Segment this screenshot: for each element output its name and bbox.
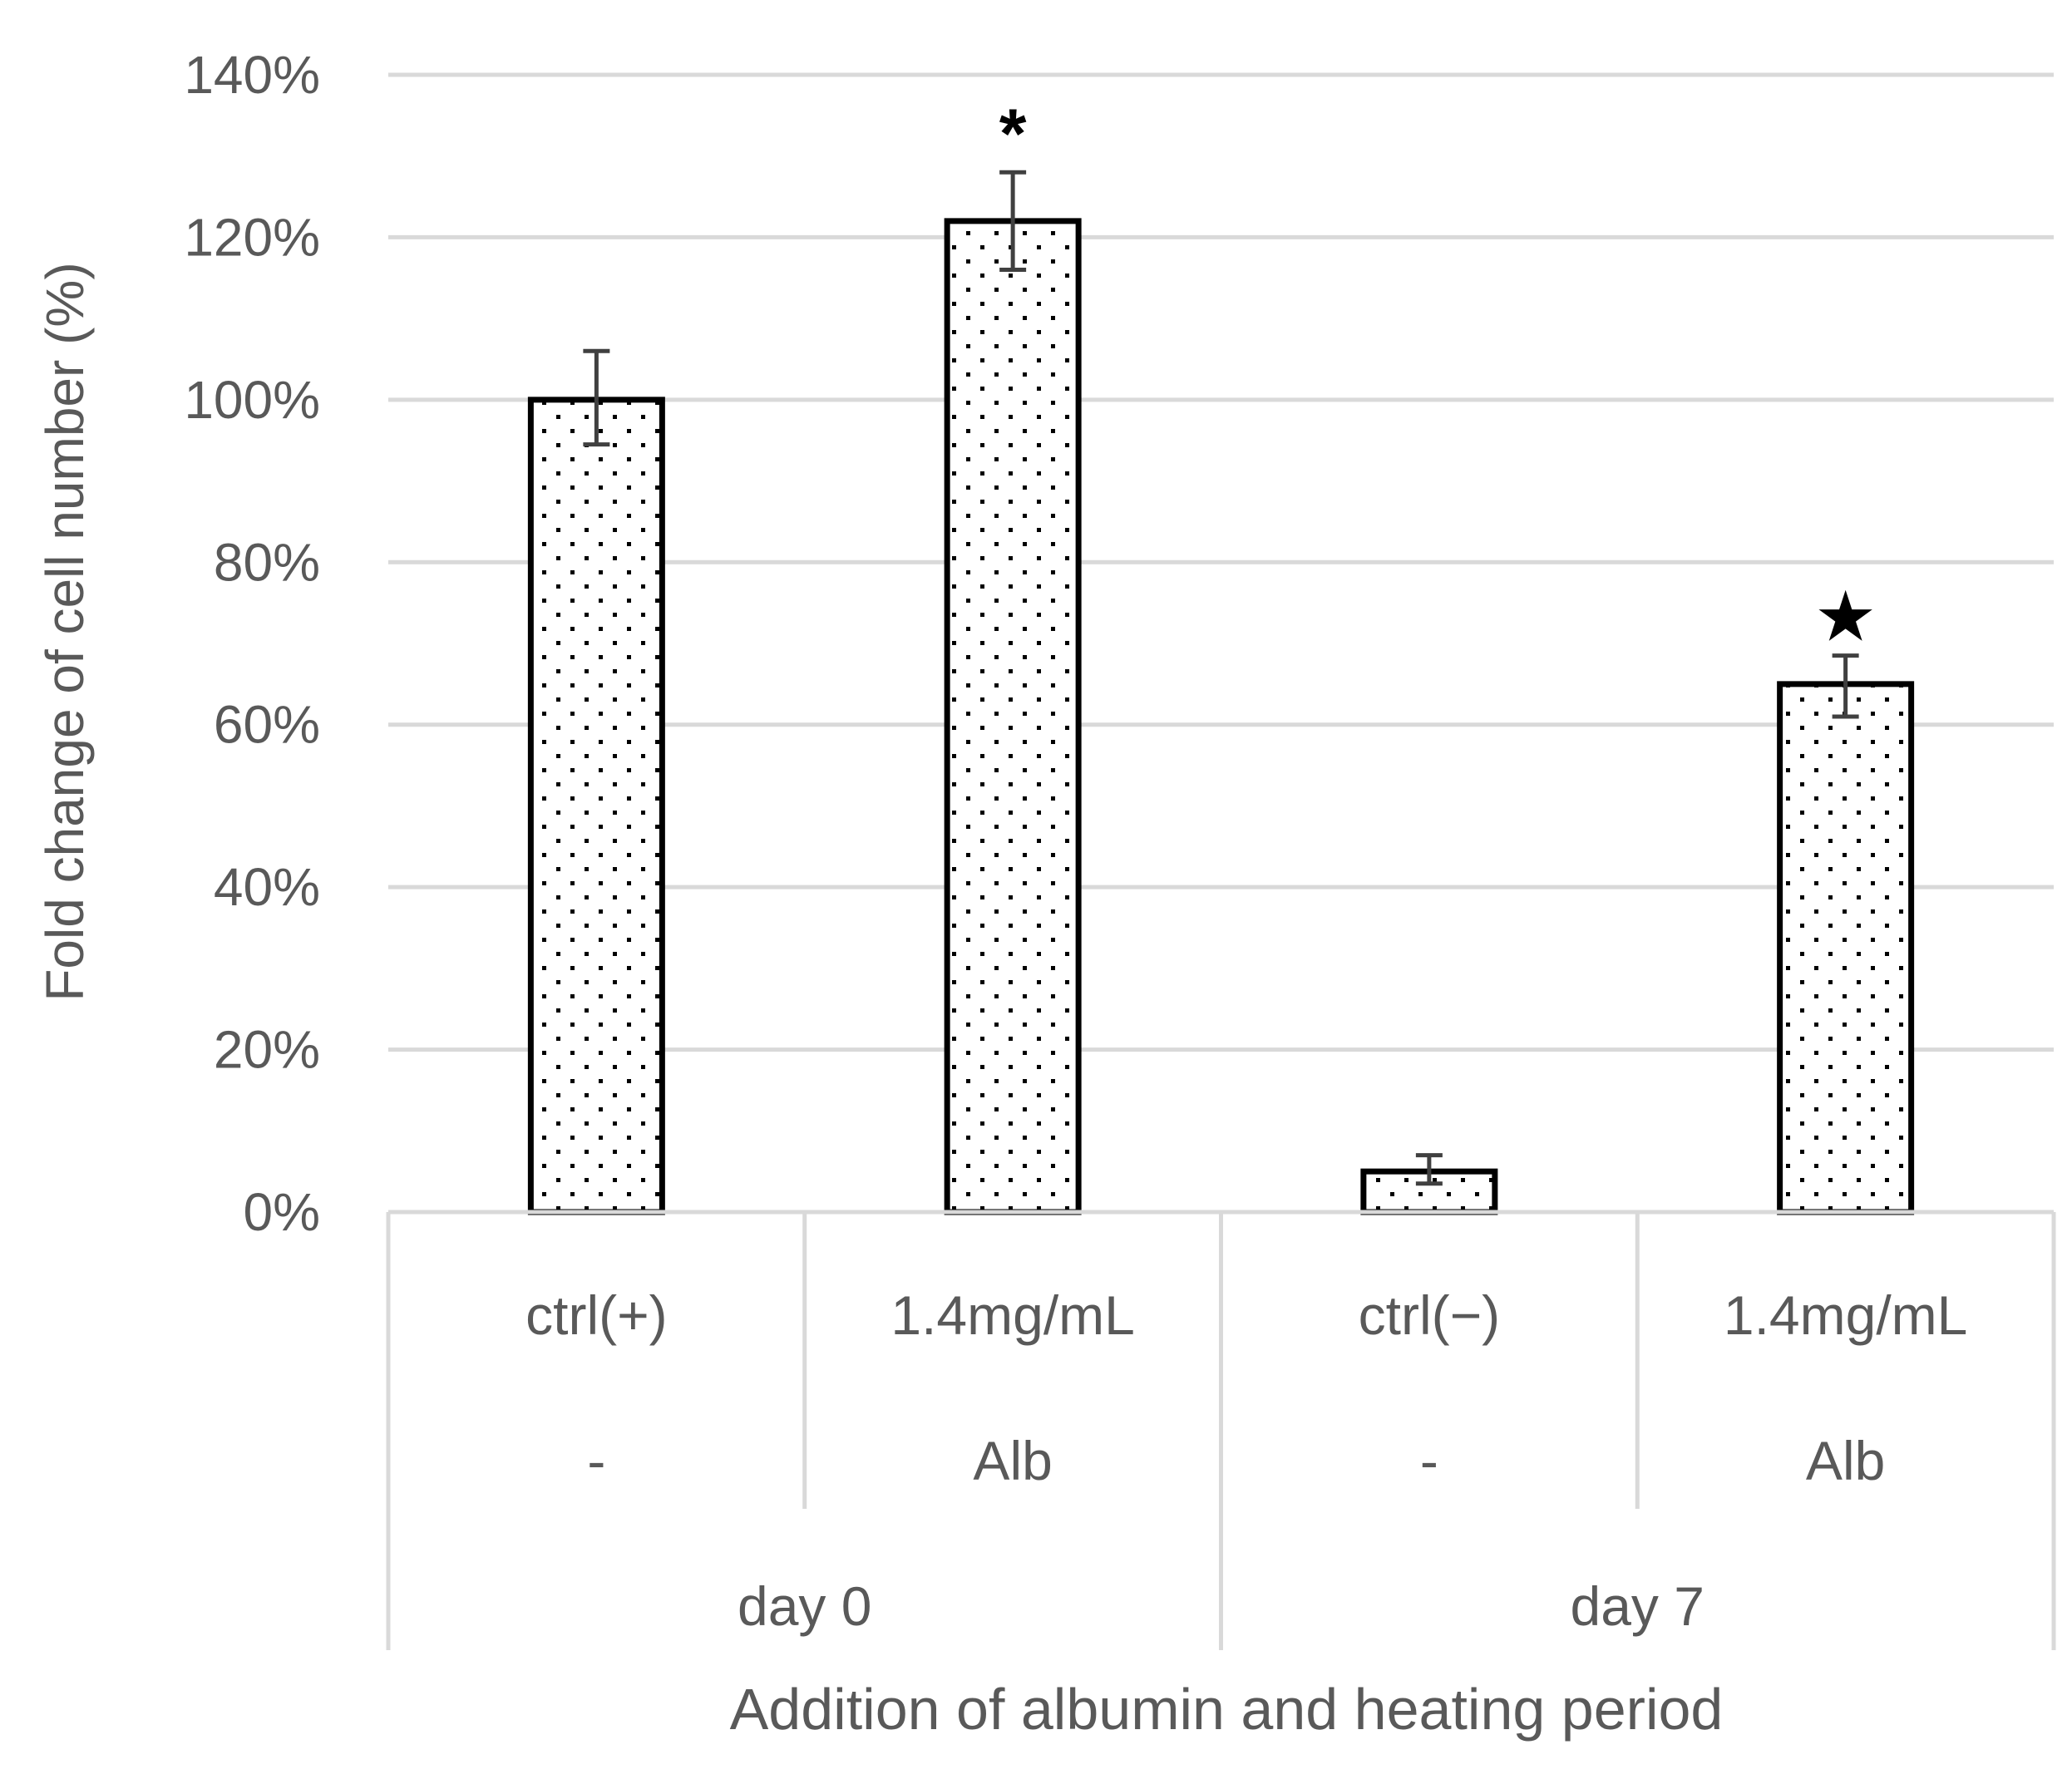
x-tick-sublabel: - — [1420, 1430, 1438, 1491]
x-tick-label: 1.4mg/mL — [890, 1284, 1134, 1346]
gridlines: 0% 20% 40% 60% 80% 100% 120% 140% — [184, 45, 2054, 1242]
y-tick-label: 80% — [214, 532, 320, 592]
y-tick-label: 140% — [184, 45, 320, 105]
y-axis-title: Fold change of cell number (%) — [35, 262, 95, 1001]
x-tick-label: ctrl(+) — [525, 1284, 667, 1346]
significance-marker: ★ — [1814, 578, 1877, 656]
bars: *★ — [527, 94, 1915, 1215]
bar — [1360, 1168, 1498, 1215]
bar — [944, 218, 1082, 1215]
bar — [1777, 681, 1915, 1215]
significance-marker: * — [999, 94, 1027, 172]
bar — [527, 397, 665, 1215]
x-axis-title: Addition of albumin and heating period — [730, 1677, 1724, 1742]
y-tick-label: 20% — [214, 1020, 320, 1080]
x-tick-label: ctrl(−) — [1359, 1284, 1500, 1346]
axis-labels: Fold change of cell number (%) Addition … — [35, 262, 1723, 1742]
x-tick-label: 1.4mg/mL — [1724, 1284, 1967, 1346]
group-label: day 0 — [738, 1575, 871, 1637]
x-tick-sublabel: - — [587, 1430, 605, 1491]
group-label: day 7 — [1571, 1575, 1704, 1637]
y-tick-label: 120% — [184, 207, 320, 267]
x-tick-sublabel: Alb — [973, 1430, 1052, 1491]
x-axis: ctrl(+) - 1.4mg/mL Alb ctrl(−) - 1.4mg/mL Alb da… — [386, 1210, 2056, 1650]
y-tick-label: 0% — [244, 1182, 321, 1242]
y-tick-label: 40% — [214, 857, 320, 917]
y-tick-label: 60% — [214, 695, 320, 755]
x-tick-sublabel: Alb — [1806, 1430, 1885, 1491]
y-tick-label: 100% — [184, 370, 320, 430]
